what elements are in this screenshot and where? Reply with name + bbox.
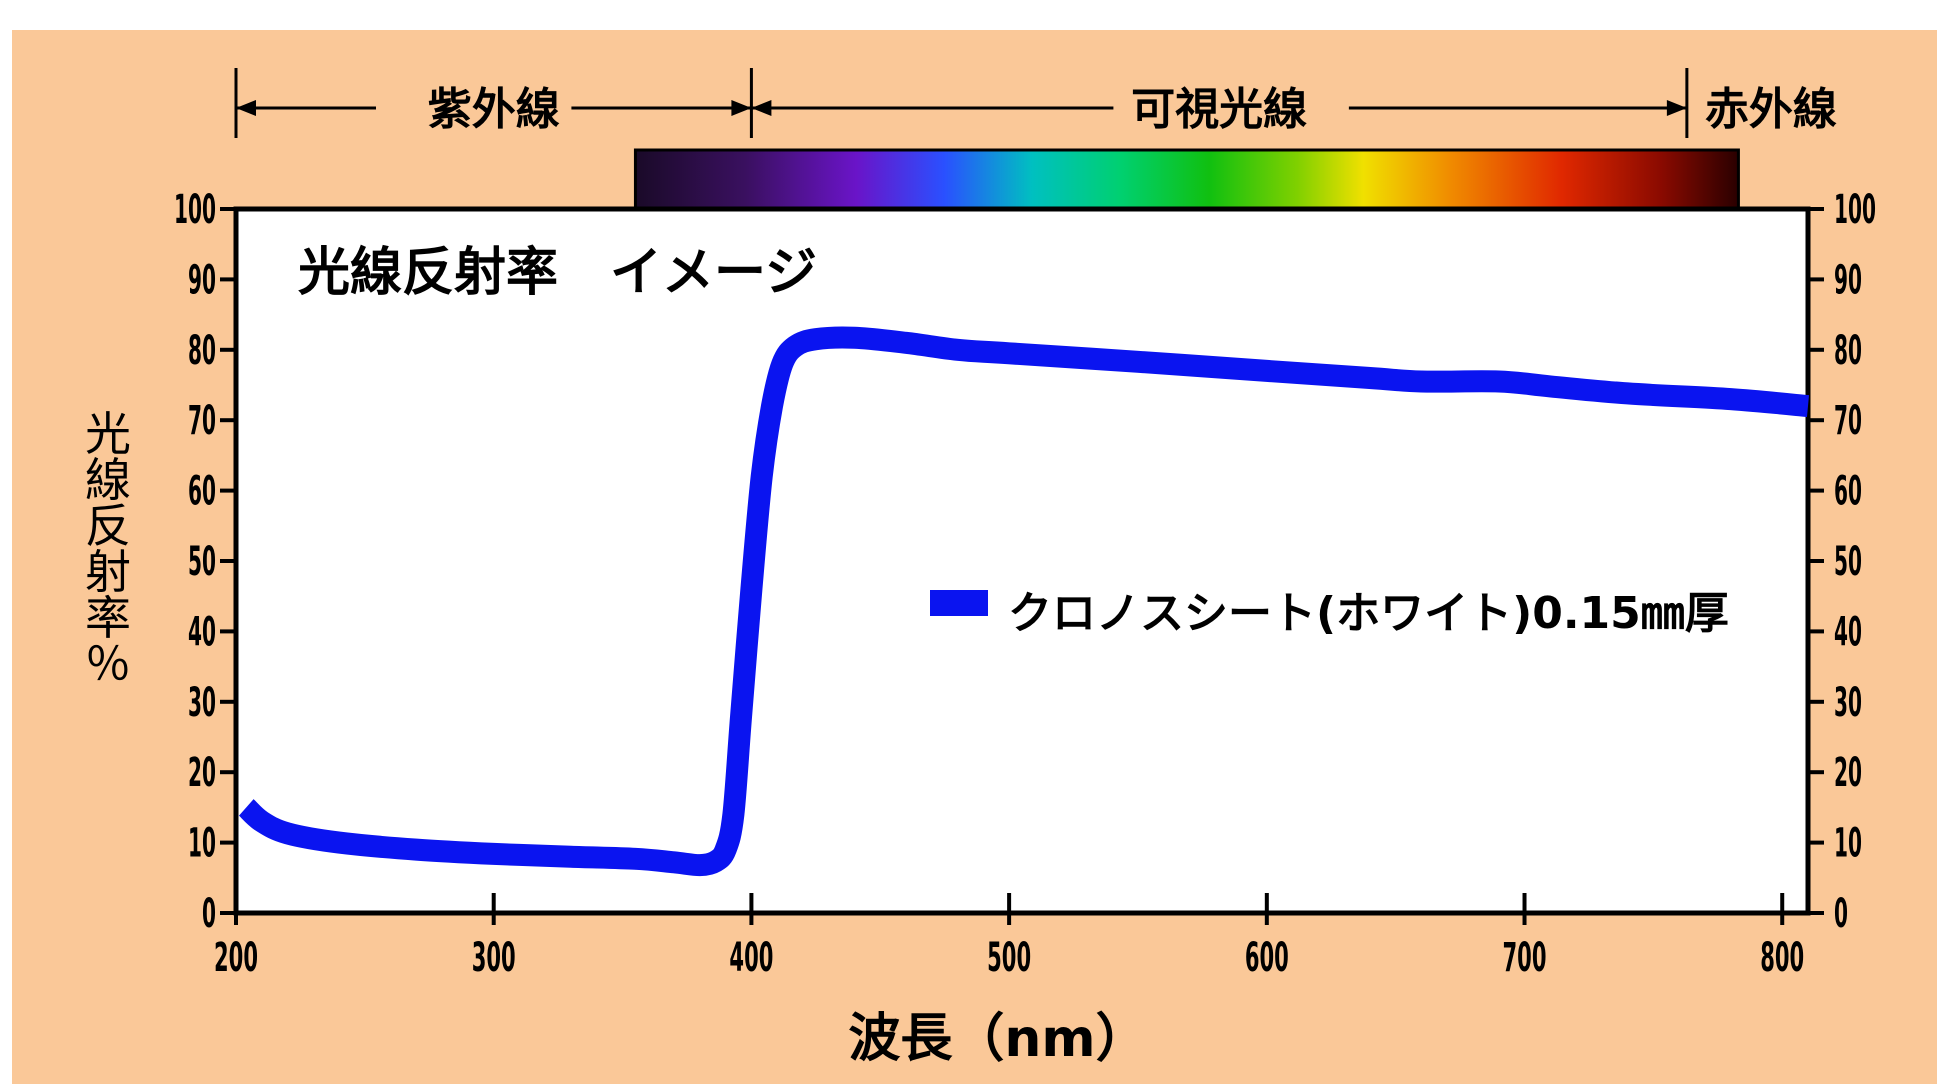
- axis-ticks: 0 0 10 10 20 20 30 30 40 40 50 50 60 60 70 70 80 80 90 90 10…: [174, 187, 1876, 981]
- y-axis-label: 光線反射率％: [85, 407, 131, 691]
- y-tick-label-left: 20: [188, 750, 216, 796]
- y-tick-label-right: 10: [1834, 821, 1862, 867]
- x-tick-label: 600: [1245, 935, 1289, 981]
- y-tick-label-left: 40: [188, 609, 216, 655]
- y-tick-label-right: 100: [1834, 187, 1876, 233]
- visible-spectrum-bar: [633, 148, 1740, 210]
- region-arrow-head: [751, 100, 772, 116]
- y-axis-label-char: 射: [85, 545, 131, 599]
- y-tick-label-right: 40: [1834, 609, 1862, 655]
- y-axis-label-char: 反: [85, 499, 131, 553]
- wavelength-regions: 紫外線 可視光線 赤外線: [234, 68, 1837, 138]
- legend: クロノスシート(ホワイト)0.15㎜厚: [930, 588, 1729, 639]
- plot-area: [233, 206, 1811, 916]
- y-tick-label-right: 70: [1834, 398, 1862, 444]
- region-label: 可視光線: [1131, 84, 1307, 135]
- legend-label: クロノスシート(ホワイト)0.15㎜厚: [1008, 588, 1729, 639]
- y-tick-label-left: 0: [202, 891, 216, 937]
- y-axis-label-char: 光: [85, 407, 131, 461]
- y-tick-label-left: 10: [188, 821, 216, 867]
- chart-title: 光線反射率 イメージ: [298, 243, 817, 303]
- y-axis-label-char: ％: [85, 637, 131, 691]
- x-axis-label: 波長（nm）: [848, 1009, 1147, 1069]
- y-tick-label-right: 60: [1834, 469, 1862, 515]
- legend-swatch: [930, 590, 988, 616]
- x-tick-label: 800: [1760, 935, 1804, 981]
- y-tick-label-right: 0: [1834, 891, 1848, 937]
- y-axis-label-char: 率: [85, 591, 131, 645]
- region-arrow-head: [236, 100, 256, 116]
- y-axis-label-char: 線: [85, 453, 131, 507]
- x-tick-label: 200: [214, 935, 258, 981]
- y-tick-label-right: 80: [1834, 328, 1862, 374]
- x-tick-label: 300: [472, 935, 516, 981]
- y-tick-label-left: 70: [188, 398, 216, 444]
- y-tick-label-left: 60: [188, 469, 216, 515]
- y-tick-label-left: 30: [188, 680, 216, 726]
- y-tick-label-right: 20: [1834, 750, 1862, 796]
- x-tick-label: 400: [729, 935, 773, 981]
- region-label: 赤外線: [1705, 84, 1837, 135]
- y-tick-label-left: 80: [188, 328, 216, 374]
- series-layer: [238, 326, 1810, 877]
- y-tick-label-right: 30: [1834, 680, 1862, 726]
- y-tick-label-left: 90: [188, 257, 216, 303]
- y-tick-label-right: 50: [1834, 539, 1862, 585]
- region-arrow-head: [1666, 100, 1687, 116]
- y-tick-label-left: 50: [188, 539, 216, 585]
- x-tick-label: 700: [1503, 935, 1547, 981]
- y-tick-label-left: 100: [174, 187, 216, 233]
- x-tick-label: 500: [987, 935, 1031, 981]
- series-line: [238, 326, 1810, 877]
- region-label: 紫外線: [428, 84, 560, 135]
- region-arrow-head: [731, 100, 752, 116]
- y-tick-label-right: 90: [1834, 257, 1862, 303]
